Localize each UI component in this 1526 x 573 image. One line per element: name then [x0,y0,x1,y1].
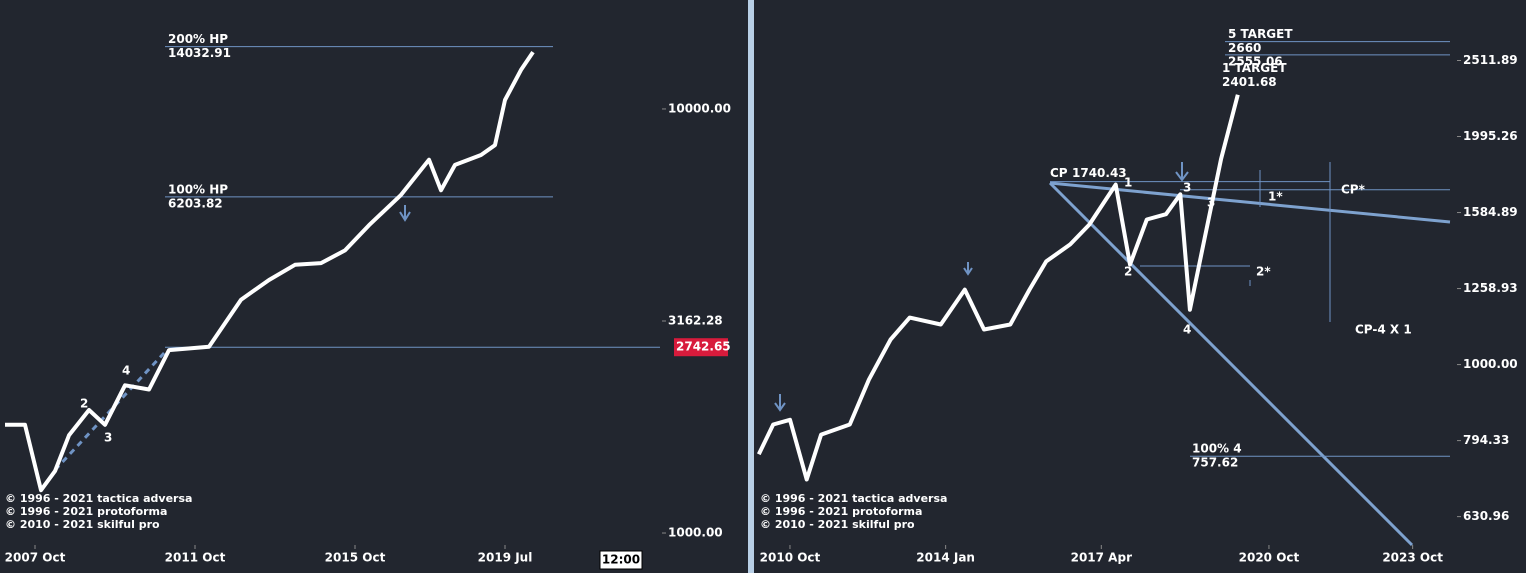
level-value: 2660 [1228,41,1261,55]
panel-divider [748,0,754,573]
copyright: © 1996 - 2021 protoforma [5,505,167,518]
y-tick-label: 794.33 [1463,433,1509,447]
arrow [774,394,786,412]
level-value: 2401.68 [1222,75,1277,89]
price-tag [674,338,728,357]
arrow [399,205,411,222]
annotation: CP* [1341,183,1366,197]
clock-box [599,550,643,570]
y-tick-label: 1995.26 [1463,129,1518,143]
level-value: 2555.06 [1228,54,1283,68]
level-name: 1 TARGET [1222,61,1287,75]
x-tick-label: 2020 Oct [1239,551,1300,565]
y-tick-label: 1000.00 [668,526,723,540]
arrow [1175,162,1189,182]
level-name: 200% HP [168,32,228,46]
x-tick-label: 2017 Apr [1071,551,1132,565]
x-tick-label: 2015 Oct [325,551,386,565]
annotation: 2 [1124,265,1132,279]
copyright: © 1996 - 2021 tactica adversa [760,492,947,505]
level-value: 6203.82 [168,196,223,210]
price-tag-label: 2742.65 [676,340,731,354]
level-name: 100% HP [168,182,228,196]
x-tick-label: 2014 Jan [916,551,975,565]
x-tick-label: 2023 Oct [1382,551,1443,565]
annotation: 1 [1124,176,1132,190]
x-tick-label: 2011 Oct [165,551,226,565]
annotation: CP-4 X 1 [1355,323,1412,337]
y-tick-label: 630.96 [1463,509,1509,523]
arrow [963,262,973,276]
level-name: 5 TARGET [1228,27,1293,41]
y-tick-label: 10000.00 [668,101,731,115]
y-tick-label: 2511.89 [1463,53,1518,67]
copyright: © 1996 - 2021 protoforma [760,505,922,518]
layer: 1000.00 3162.28 10000.00 2007 Oct 2011 Oct 20… [5,27,1518,570]
annotation: 4 [1183,323,1191,337]
annotation: 4 [122,364,130,378]
annotation: 3 [1207,196,1215,210]
x-tick-label: 2007 Oct [5,551,66,565]
annotation: 3 [1183,181,1191,195]
clock: 12:00 [602,553,640,567]
y-tick-label: 1584.89 [1463,205,1518,219]
level-value: 1740.43 [1072,166,1127,180]
level-name: 100% 4 [1192,442,1242,456]
y-tick-label: 1000.00 [1463,357,1518,371]
level-value: 14032.91 [168,46,231,60]
guide-line [1140,162,1331,322]
x-tick-label: 2010 Oct [760,551,821,565]
y-tick-label: 1258.93 [1463,281,1518,295]
level-value: 757.62 [1192,456,1238,470]
x-tick-label: 2019 Jul [478,551,533,565]
annotation: 2 [80,397,88,411]
price-line-series [5,50,535,493]
annotation: 1* [1268,190,1283,204]
level-name: CP [1050,166,1068,180]
annotation: 3 [104,431,112,445]
trend-line [1048,181,1414,547]
price-line-series [756,94,1240,482]
copyright: © 2010 - 2021 skilful pro [760,518,915,531]
annotation: 2* [1256,265,1271,279]
copyright: © 2010 - 2021 skilful pro [5,518,160,531]
y-tick-label: 3162.28 [668,313,723,327]
copyright: © 1996 - 2021 tactica adversa [5,492,192,505]
